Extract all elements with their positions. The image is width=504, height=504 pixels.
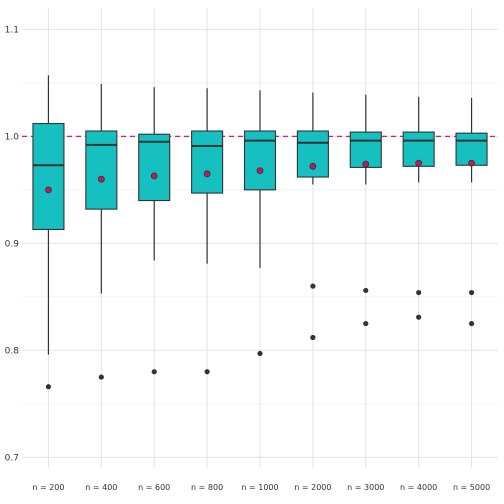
box [32, 122, 65, 230]
y-tick-label: 0.7 [5, 453, 19, 463]
box-group [402, 96, 435, 320]
x-category-label: n = 600 [138, 483, 170, 492]
mean-point [97, 175, 105, 183]
box-group [85, 83, 118, 380]
x-category-label: n = 1000 [241, 483, 278, 492]
x-category-label: n = 800 [191, 483, 223, 492]
box-group [138, 87, 171, 375]
outlier-point [363, 287, 369, 294]
y-tick-label: 0.8 [5, 346, 20, 356]
x-category-label: n = 2000 [294, 483, 331, 492]
box [191, 130, 224, 194]
box-layer [32, 75, 488, 390]
outlier-point [151, 369, 157, 375]
outlier-point [98, 374, 104, 380]
mean-point [415, 159, 423, 167]
mean-point [203, 170, 211, 178]
outlier-point [204, 369, 210, 375]
mean-point [150, 172, 158, 180]
x-category-label: n = 200 [32, 483, 64, 492]
box [85, 130, 118, 210]
box [138, 133, 171, 202]
x-axis-tick-labels: n = 200 n = 400 n = 600 n = 800 n = 1000 n = … [32, 483, 490, 492]
box-group [349, 94, 382, 327]
box-group [296, 92, 329, 341]
outlier-point [468, 320, 475, 327]
box [296, 130, 329, 178]
mean-point [468, 159, 475, 167]
outlier-point [468, 289, 475, 296]
outlier-point [310, 334, 316, 341]
mean-point [45, 186, 52, 194]
y-tick-label: 0.9 [5, 239, 20, 249]
x-category-label: n = 5000 [453, 483, 490, 492]
box-group [32, 75, 65, 390]
y-tick-label: 1.1 [5, 25, 19, 35]
outlier-point [416, 289, 422, 296]
outlier-point [363, 320, 369, 327]
y-tick-label: 1.0 [5, 132, 20, 142]
mean-point [309, 162, 317, 170]
box-group [243, 90, 277, 357]
x-category-label: n = 4000 [400, 483, 437, 492]
x-category-label: n = 3000 [347, 483, 384, 492]
outlier-point [310, 283, 316, 289]
outlier-point [416, 314, 422, 320]
outlier-point [257, 350, 263, 357]
x-category-label: n = 400 [85, 483, 117, 492]
box-group [455, 97, 488, 327]
y-axis-tick-labels: 0.7 0.8 0.9 1.0 1.1 [5, 25, 20, 463]
box-group [191, 88, 224, 375]
outlier-point [45, 384, 52, 390]
mean-point [256, 167, 264, 175]
mean-point [362, 160, 370, 168]
